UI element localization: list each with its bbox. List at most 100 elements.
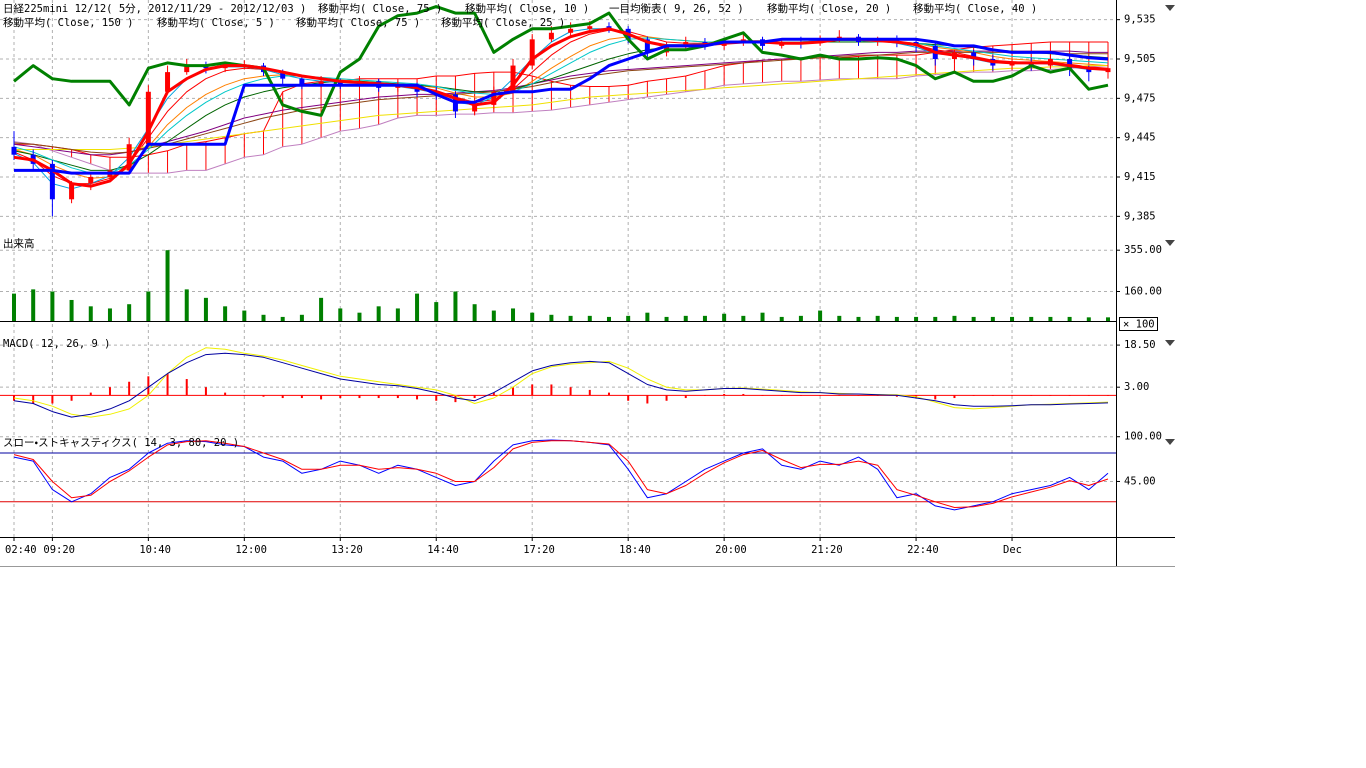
candle-body [1105,68,1111,73]
moving-average [13,36,1109,179]
volume-bar [203,297,208,322]
moving-average [13,51,1108,154]
x-tick-label: 17:20 [523,544,555,556]
volume-bar [299,314,304,322]
legend-entry: 移動平均( Close, 40 ) [913,2,1037,15]
indicator-line [13,352,1109,418]
volume-bar [453,291,458,322]
y-tick-label: 18.50 [1124,339,1156,351]
unit-box [1119,317,1158,331]
candle-body [971,52,977,59]
unit-label: × 100 [1123,319,1155,331]
volume-bar [914,316,919,322]
histogram-bar [531,384,534,396]
cloud-span [13,65,1109,174]
x-tick-label: 09:20 [43,544,75,556]
histogram-bar [1068,395,1071,396]
histogram-bar [895,395,898,397]
histogram-bar [108,387,111,396]
volume-bar [280,316,285,322]
candle-body [683,41,689,46]
volume-bar [894,316,899,322]
volume-bar [837,315,842,322]
volume-bar [376,306,381,322]
histogram-bar [1107,395,1109,396]
volume-bar [472,304,477,322]
panel-menu[interactable] [1165,439,1175,445]
y-tick-label: 9,415 [1124,171,1156,183]
candle-body [337,81,343,86]
histogram-bar [819,395,822,396]
y-tick-label: 160.00 [1124,285,1162,297]
volume-bar [549,314,554,322]
panel-title: スロー・ストキャスティクス( 14, 3, 80, 20 ) [3,437,239,449]
histogram-bar [204,387,207,396]
histogram-bar [166,373,169,396]
histogram-bar [281,395,284,399]
legend-entry: 移動平均( Close, 10 ) [465,2,589,15]
histogram-bar [320,395,323,400]
panel-menu[interactable] [1165,340,1175,346]
candle-body [529,39,535,66]
histogram-bar [742,393,745,396]
volume-bar [741,315,746,322]
volume-bar [990,316,995,322]
candle-body [510,65,516,92]
y-tick-label: 100.00 [1124,431,1162,443]
volume-bar [664,316,669,322]
volume-bar [1067,316,1072,322]
candle-body [299,78,305,86]
histogram-bar [723,393,726,396]
histogram-bar [607,392,610,396]
histogram-bar [262,395,265,397]
candle-body [184,65,190,73]
x-tick-label: 02:40 [5,544,37,556]
volume-bar [357,312,362,322]
histogram-bar [569,387,572,396]
x-tick-label: 20:00 [715,544,747,556]
volume-bar [31,289,36,322]
histogram-bar [838,395,841,396]
volume-bar [587,315,592,322]
volume-bar [856,316,861,322]
candle-body [145,91,151,145]
volume-bar [645,312,650,322]
y-tick-label: 9,505 [1124,53,1156,65]
histogram-bar [128,381,131,396]
candle-body [472,104,478,112]
panel-menu[interactable] [1165,240,1175,246]
candle-body [644,39,650,53]
histogram-bar [454,395,457,403]
volume-bar [491,310,496,322]
panel-menu[interactable] [1165,5,1175,11]
panel-title: 出来高 [3,237,35,250]
candle-body [318,81,324,86]
histogram-bar [300,395,303,399]
x-tick-label: 14:40 [427,544,459,556]
x-tick-label: Dec [1003,544,1022,556]
volume-bar [261,314,266,322]
volume-bar [1086,317,1091,322]
x-tick-label: 10:40 [139,544,171,556]
volume-bar [395,308,400,322]
volume-bar [1106,317,1110,322]
y-tick-label: 9,445 [1124,132,1156,144]
volume-bar [933,316,938,322]
histogram-bar [857,395,860,396]
histogram-bar [934,395,937,400]
histogram-bar [799,395,802,396]
volume-bar [338,308,343,322]
lagging-line [13,5,1109,117]
volume-bar [69,299,74,322]
candle-body [587,26,593,29]
volume-bar [818,310,823,322]
histogram-bar [185,379,188,396]
volume-bar [415,293,420,322]
volume-bar [971,316,976,322]
histogram-bar [492,392,495,396]
base-line [14,37,1109,175]
volume-bar [184,289,189,322]
volume-bar [242,310,247,322]
